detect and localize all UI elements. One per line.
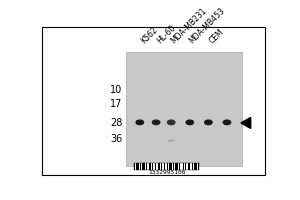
Bar: [192, 163, 193, 170]
Bar: [146, 163, 147, 170]
Text: 36: 36: [110, 134, 122, 144]
Bar: [147, 163, 149, 170]
Bar: [152, 163, 153, 170]
Ellipse shape: [204, 119, 213, 125]
Bar: [193, 163, 194, 170]
Bar: [141, 163, 142, 170]
Bar: [158, 163, 160, 170]
Text: MDA-MB231: MDA-MB231: [169, 6, 208, 46]
Text: 28: 28: [110, 118, 122, 128]
Bar: [134, 163, 199, 170]
Bar: [168, 163, 169, 170]
Bar: [190, 163, 192, 170]
Bar: [126, 52, 242, 166]
Bar: [135, 163, 136, 170]
Bar: [174, 163, 175, 170]
Text: 10: 10: [110, 85, 122, 95]
Bar: [185, 163, 186, 170]
Bar: [164, 163, 165, 170]
Bar: [194, 163, 197, 170]
Ellipse shape: [152, 119, 161, 125]
Ellipse shape: [167, 119, 176, 125]
Bar: [142, 163, 145, 170]
Bar: [162, 163, 164, 170]
Text: CEM: CEM: [207, 27, 225, 46]
Text: HL-60: HL-60: [155, 23, 177, 46]
Bar: [197, 163, 198, 170]
Bar: [167, 163, 168, 170]
Ellipse shape: [185, 119, 194, 125]
Bar: [172, 163, 173, 170]
Bar: [134, 163, 135, 170]
Bar: [179, 163, 180, 170]
Bar: [184, 163, 185, 170]
Polygon shape: [241, 117, 251, 128]
Bar: [155, 163, 157, 170]
Bar: [139, 163, 140, 170]
Bar: [151, 163, 152, 170]
Bar: [180, 163, 182, 170]
Bar: [161, 163, 162, 170]
Bar: [169, 163, 172, 170]
Text: K562: K562: [140, 25, 160, 46]
Bar: [173, 163, 174, 170]
Bar: [140, 163, 141, 170]
Ellipse shape: [223, 119, 231, 125]
Text: 1332995106: 1332995106: [148, 170, 185, 175]
Bar: [182, 163, 184, 170]
Ellipse shape: [135, 119, 144, 125]
Bar: [178, 163, 179, 170]
Text: MDA-MB453: MDA-MB453: [188, 6, 227, 46]
Bar: [160, 163, 161, 170]
Bar: [149, 163, 151, 170]
Bar: [165, 163, 167, 170]
Bar: [153, 163, 155, 170]
Text: 17: 17: [110, 99, 122, 109]
Ellipse shape: [168, 139, 175, 142]
Bar: [157, 163, 158, 170]
Bar: [188, 163, 190, 170]
Bar: [186, 163, 188, 170]
Bar: [145, 163, 146, 170]
Bar: [198, 163, 199, 170]
Bar: [136, 163, 139, 170]
Bar: [176, 163, 178, 170]
